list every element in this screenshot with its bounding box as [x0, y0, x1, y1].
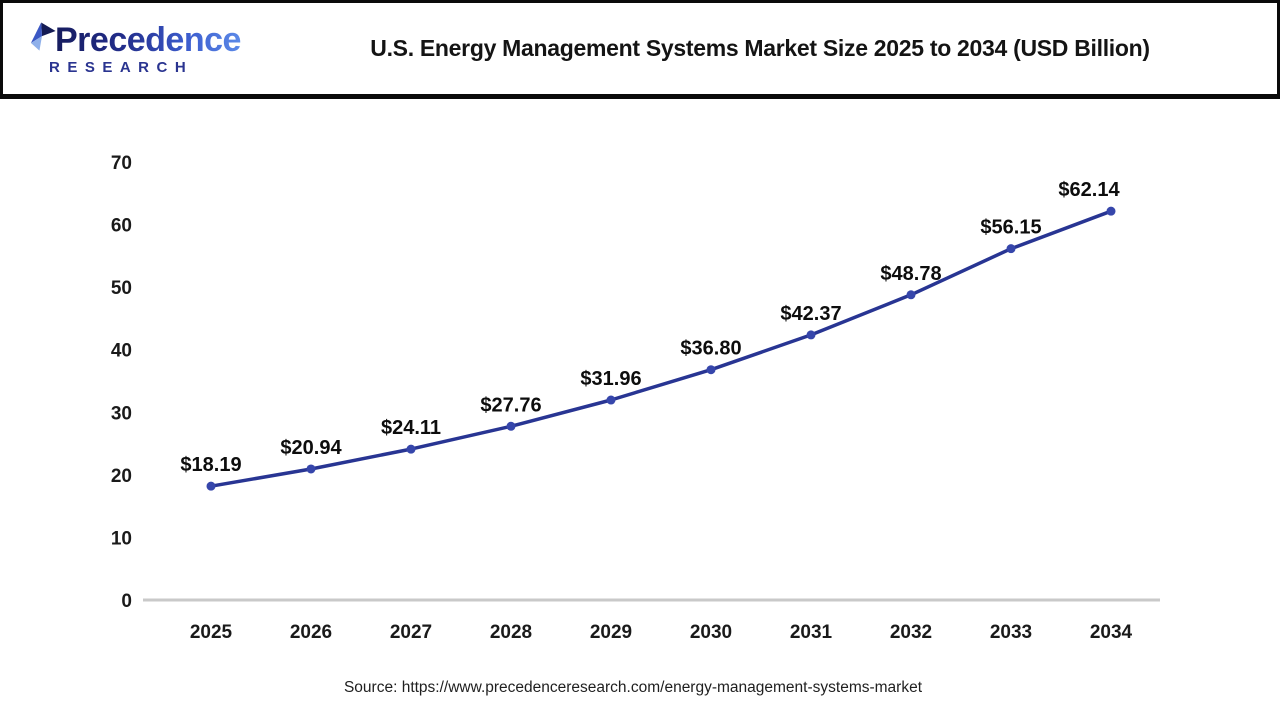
data-point-label: $18.19: [180, 454, 241, 476]
data-point-label: $62.14: [1058, 179, 1120, 201]
source-attribution: Source: https://www.precedenceresearch.c…: [343, 679, 923, 696]
data-point-marker: [906, 290, 916, 300]
title-container: U.S. Energy Management Systems Market Si…: [273, 35, 1277, 62]
x-axis-tick-label: 2026: [290, 622, 332, 643]
x-axis-tick-label: 2029: [590, 622, 632, 643]
y-axis-tick-label: 20: [111, 466, 132, 487]
data-point-label: $56.15: [980, 217, 1041, 239]
data-point-label: $42.37: [780, 303, 841, 325]
y-axis-tick-label: 40: [111, 341, 132, 362]
trend-line: [209, 209, 1113, 488]
y-axis-tick-label: 50: [111, 278, 132, 299]
logo-subtitle: RESEARCH: [49, 58, 194, 76]
data-point-marker: [706, 365, 716, 375]
x-axis-tick-label: 2028: [490, 622, 532, 643]
y-axis-tick-label: 0: [121, 591, 132, 612]
x-axis-tick-label: 2033: [990, 622, 1032, 643]
x-axis-tick-label: 2031: [790, 622, 833, 643]
logo-wordmark: Precedence: [55, 20, 241, 59]
data-point-marker: [506, 421, 516, 431]
x-axis-tick-label: 2025: [190, 622, 233, 643]
data-point-label: $36.80: [680, 338, 741, 360]
data-point-marker: [1106, 206, 1116, 216]
logo-row: Precedence: [25, 20, 273, 59]
data-point-marker: [606, 395, 616, 405]
y-axis-tick-label: 10: [111, 528, 132, 549]
data-point-marker: [1006, 244, 1016, 254]
x-axis-tick-label: 2027: [390, 622, 432, 643]
data-point-marker: [806, 330, 816, 340]
data-point-marker: [306, 464, 316, 474]
data-point-label: $20.94: [280, 437, 342, 459]
precedence-research-logo: Precedence RESEARCH: [3, 20, 273, 76]
pinwheel-logo-icon: [30, 22, 56, 51]
x-axis-tick-label: 2034: [1090, 622, 1133, 643]
line-chart: 0 10 20 30 40 50 60 70 2025 2026 2027 2028 2029 2030 2…: [100, 110, 1180, 670]
data-point-label: $48.78: [880, 263, 941, 285]
x-axis-tick-label: 2032: [890, 622, 932, 643]
chart-header: Precedence RESEARCH U.S. Energy Manageme…: [0, 0, 1280, 99]
data-point-label: $24.11: [381, 417, 441, 439]
x-axis-tick-label: 2030: [690, 622, 732, 643]
chart-title: U.S. Energy Management Systems Market Si…: [370, 35, 1150, 61]
data-point-label: $31.96: [580, 368, 641, 390]
y-axis-tick-label: 70: [111, 153, 132, 174]
y-axis-tick-label: 60: [111, 216, 132, 237]
data-point-marker: [406, 444, 416, 454]
data-point-marker: [206, 481, 216, 491]
data-point-label: $27.76: [480, 394, 541, 416]
y-axis-tick-label: 30: [111, 403, 132, 424]
